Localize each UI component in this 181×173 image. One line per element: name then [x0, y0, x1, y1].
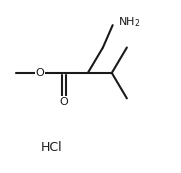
Text: NH$_2$: NH$_2$ [118, 15, 141, 29]
Text: HCl: HCl [41, 141, 62, 154]
Text: O: O [36, 68, 44, 78]
Text: O: O [60, 97, 68, 107]
